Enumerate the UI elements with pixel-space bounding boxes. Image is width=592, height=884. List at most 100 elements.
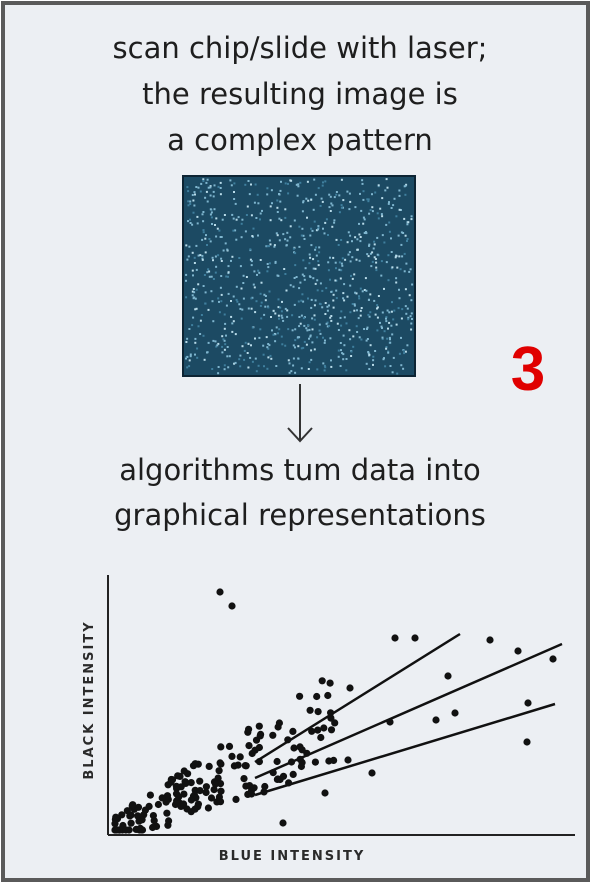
speckle xyxy=(224,323,226,325)
speckle xyxy=(201,239,203,241)
dot xyxy=(315,708,322,715)
speckle xyxy=(221,346,223,348)
speckle xyxy=(394,198,396,200)
speckle xyxy=(289,179,291,181)
speckle xyxy=(224,368,226,370)
speckle xyxy=(185,296,187,298)
speckle xyxy=(346,191,348,193)
speckle xyxy=(407,308,409,310)
speckle xyxy=(350,275,352,277)
speckle xyxy=(353,273,355,275)
speckle xyxy=(360,310,362,312)
speckle xyxy=(388,201,390,203)
speckle xyxy=(283,268,285,270)
speckle xyxy=(398,190,400,192)
speckle xyxy=(297,358,299,360)
speckle xyxy=(290,284,292,286)
speckle xyxy=(298,287,300,289)
speckle xyxy=(307,298,309,300)
speckle xyxy=(391,251,393,253)
speckle xyxy=(332,257,334,259)
speckle xyxy=(306,329,308,331)
speckle xyxy=(391,301,393,303)
speckle xyxy=(317,260,319,262)
speckle xyxy=(336,297,338,299)
speckle xyxy=(352,278,354,280)
speckle xyxy=(387,254,389,256)
speckle xyxy=(398,255,400,257)
speckle xyxy=(185,341,187,343)
speckle xyxy=(191,324,193,326)
speckle xyxy=(354,292,356,294)
dot xyxy=(253,737,260,744)
speckle xyxy=(288,359,290,361)
speckle xyxy=(320,333,322,335)
speckle xyxy=(231,331,233,333)
caption-line: scan chip/slide with laser; xyxy=(113,31,488,65)
speckle xyxy=(214,224,216,226)
speckle xyxy=(247,352,249,354)
speckle xyxy=(319,324,321,326)
speckle xyxy=(230,260,232,262)
speckle xyxy=(193,288,195,290)
dot xyxy=(216,767,223,774)
speckle xyxy=(298,316,300,318)
speckle xyxy=(286,316,288,318)
speckle xyxy=(307,324,309,326)
speckle xyxy=(301,315,303,317)
speckle xyxy=(186,338,188,340)
speckle xyxy=(305,267,307,269)
speckle xyxy=(210,240,212,242)
dot xyxy=(232,796,239,803)
speckle xyxy=(338,269,340,271)
speckle xyxy=(322,201,324,203)
speckle xyxy=(287,240,289,242)
speckle xyxy=(365,231,367,233)
speckle xyxy=(294,372,296,374)
speckle xyxy=(316,279,318,281)
speckle xyxy=(222,219,224,221)
speckle xyxy=(194,342,196,344)
speckle xyxy=(267,306,269,308)
speckle xyxy=(244,350,246,352)
dot xyxy=(217,788,224,795)
speckle xyxy=(277,332,279,334)
speckle xyxy=(229,179,231,181)
speckle xyxy=(191,224,193,226)
speckle xyxy=(388,203,390,205)
speckle xyxy=(406,223,408,225)
dot xyxy=(549,655,556,662)
speckle xyxy=(203,335,205,337)
speckle xyxy=(410,299,412,301)
speckle xyxy=(266,368,268,370)
dot xyxy=(324,692,331,699)
speckle xyxy=(280,219,282,221)
speckle xyxy=(270,243,272,245)
speckle xyxy=(384,330,386,332)
speckle xyxy=(245,230,247,232)
dot xyxy=(228,753,235,760)
dot xyxy=(135,818,142,825)
speckle xyxy=(207,179,209,181)
speckle xyxy=(352,335,354,337)
speckle xyxy=(388,311,390,313)
speckle xyxy=(186,259,188,261)
speckle xyxy=(235,333,237,335)
speckle xyxy=(287,183,289,185)
speckle xyxy=(255,217,257,219)
dot xyxy=(165,817,172,824)
speckle xyxy=(368,299,370,301)
speckle xyxy=(220,300,222,302)
speckle xyxy=(215,266,217,268)
speckle xyxy=(391,207,393,209)
speckle xyxy=(263,354,265,356)
speckle xyxy=(224,314,226,316)
dot xyxy=(206,763,213,770)
speckle xyxy=(203,285,205,287)
speckle xyxy=(307,200,309,202)
speckle xyxy=(208,342,210,344)
dot xyxy=(299,759,306,766)
speckle xyxy=(217,254,219,256)
dot xyxy=(129,801,136,808)
speckle xyxy=(349,311,351,313)
